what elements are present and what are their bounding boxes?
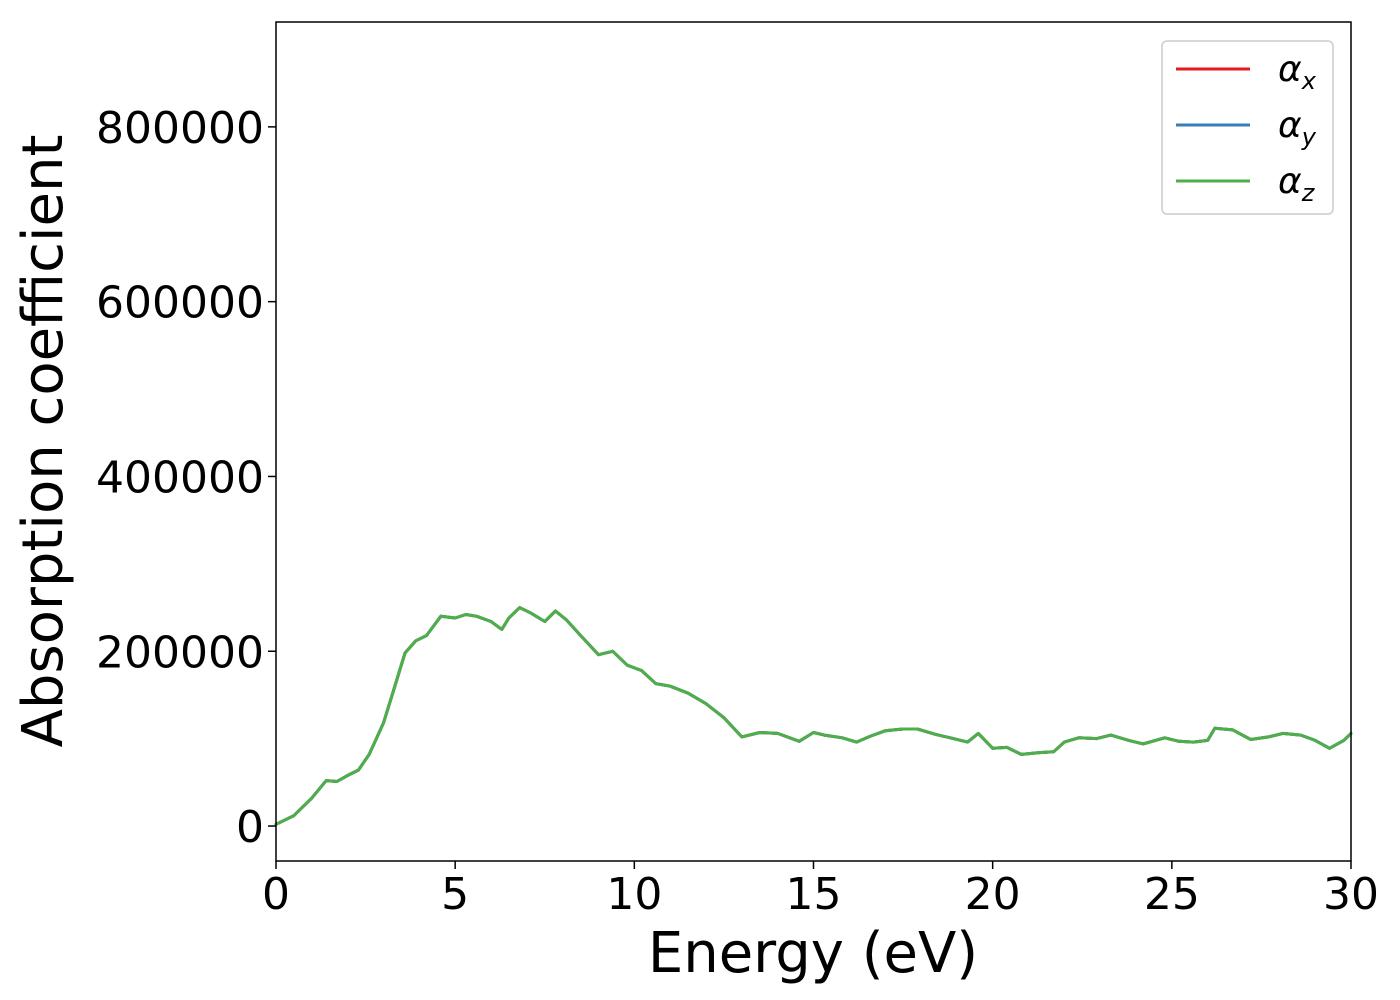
x-tick-label: 5 xyxy=(441,869,469,920)
x-tick-label: 15 xyxy=(786,869,842,920)
x-axis: 0 5 10 15 20 25 30 xyxy=(262,861,1379,920)
y-tick-label: 600000 xyxy=(96,278,264,329)
x-tick-label: 0 xyxy=(262,869,290,920)
series-layer xyxy=(274,606,1353,826)
x-tick-label: 20 xyxy=(965,869,1021,920)
legend-label-y: αy xyxy=(1278,105,1317,151)
x-tick-label: 25 xyxy=(1144,869,1200,920)
y-tick-label: 0 xyxy=(236,802,264,853)
series-line-z xyxy=(274,606,1353,826)
legend-label-x: αx xyxy=(1278,49,1317,95)
y-tick-label: 800000 xyxy=(96,103,264,154)
x-tick-label: 30 xyxy=(1323,869,1379,920)
legend-box xyxy=(1161,40,1334,215)
legend: αx αy αz xyxy=(1161,40,1334,215)
y-axis-title: Absorption coefficient xyxy=(11,135,76,748)
y-tick-label: 400000 xyxy=(96,452,264,503)
x-tick-label: 10 xyxy=(606,869,662,920)
legend-label-z: αz xyxy=(1278,161,1316,207)
x-axis-title: Energy (eV) xyxy=(648,921,978,986)
y-axis: 0 200000 400000 600000 800000 xyxy=(96,103,276,853)
y-tick-label: 200000 xyxy=(96,627,264,678)
